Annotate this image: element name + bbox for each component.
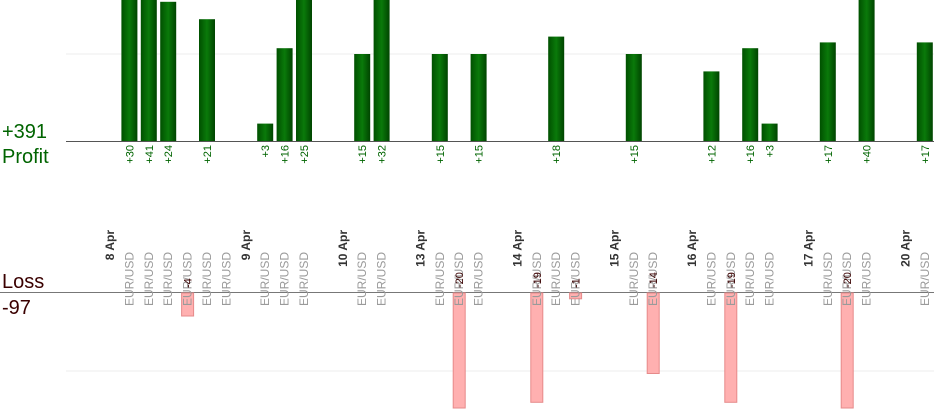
- loss-bar: [181, 292, 195, 317]
- profit-value-label: +16: [280, 145, 292, 164]
- pair-label: EUR/USD: [549, 252, 563, 306]
- profit-bar: [296, 0, 312, 141]
- profit-bar: [257, 123, 274, 141]
- profit-bar: [858, 0, 875, 141]
- pair-label: EUR/USD: [200, 252, 214, 306]
- pair-label: EUR/USD: [763, 252, 777, 306]
- loss-value-label: -20: [454, 272, 466, 288]
- date-label: 13 Apr: [413, 230, 427, 267]
- profit-bar: [548, 36, 565, 141]
- profit-value-label: +24: [163, 145, 175, 164]
- profit-value-label: +40: [862, 145, 874, 164]
- profit-value-label: +32: [377, 145, 389, 164]
- pair-label: EUR/USD: [161, 252, 175, 306]
- profit-total: +391: [2, 121, 47, 143]
- profit-bar: [703, 71, 720, 141]
- pair-label: EUR/USD: [530, 252, 544, 306]
- profit-value-label: +15: [629, 145, 641, 164]
- loss-value-label: -14: [648, 272, 660, 288]
- profit-bar: [761, 123, 778, 141]
- profit-bar: [373, 0, 390, 141]
- profit-bar: [916, 42, 933, 141]
- loss-bar: [569, 292, 583, 300]
- profit-bar: [199, 19, 215, 142]
- loss-label: Loss: [2, 271, 44, 293]
- profit-bar: [140, 0, 157, 141]
- pair-label: EUR/USD: [122, 252, 136, 306]
- profit-value-label: +15: [435, 145, 447, 164]
- pair-label: EUR/USD: [297, 252, 311, 306]
- date-label: 20 Apr: [898, 230, 912, 267]
- pair-label: EUR/USD: [355, 252, 369, 306]
- pair-label: EUR/USD: [646, 252, 660, 306]
- profit-value-label: +16: [745, 145, 757, 164]
- profit-value-label: +17: [920, 145, 932, 164]
- loss-value-label: -1: [571, 278, 583, 288]
- profit-bar: [431, 54, 448, 141]
- loss-value-label: -20: [842, 272, 854, 288]
- date-label: 15 Apr: [607, 230, 621, 267]
- pair-label: EUR/USD: [375, 252, 389, 306]
- profit-bar: [276, 48, 293, 142]
- profit-label: Profit: [2, 146, 49, 168]
- profit-value-label: +25: [299, 145, 311, 164]
- profit-value-label: +3: [260, 145, 272, 158]
- pair-label: EUR/USD: [860, 252, 874, 306]
- pair-label: EUR/USD: [142, 252, 156, 306]
- profit-value-label: +17: [823, 145, 835, 164]
- loss-value-label: -4: [183, 278, 195, 288]
- loss-bar: [724, 292, 738, 403]
- date-label: 16 Apr: [685, 230, 699, 267]
- loss-bar: [530, 292, 544, 403]
- pair-label: EUR/USD: [704, 252, 718, 306]
- loss-total: -97: [2, 297, 31, 319]
- profit-value-label: +18: [551, 145, 563, 164]
- pair-label: EUR/USD: [278, 252, 292, 306]
- loss-bar: [646, 292, 660, 374]
- profit-bar: [625, 54, 642, 141]
- profit-value-label: +12: [706, 145, 718, 164]
- date-label: 9 Apr: [239, 230, 253, 261]
- pair-label: EUR/USD: [724, 252, 738, 306]
- loss-value-label: -19: [532, 272, 544, 288]
- pair-label: EUR/USD: [452, 252, 466, 306]
- pair-label: EUR/USD: [743, 252, 757, 306]
- profit-value-label: +30: [124, 145, 136, 164]
- bar-layer: [121, 0, 933, 409]
- date-label: 10 Apr: [336, 230, 350, 267]
- profit-value-label: +3: [765, 145, 777, 158]
- profit-bar: [160, 1, 177, 141]
- profit-bar: [742, 48, 759, 142]
- profit-bar: [819, 42, 836, 141]
- pair-label: EUR/USD: [258, 252, 272, 306]
- label-layer: 8 Apr EUR/USD +30 EUR/USD +41 EUR/USD +24 EUR/U…: [103, 145, 932, 306]
- pair-label: EUR/USD: [821, 252, 835, 306]
- pair-label: EUR/USD: [219, 252, 233, 306]
- pair-label: EUR/USD: [627, 252, 641, 306]
- date-label: 14 Apr: [510, 230, 524, 267]
- loss-bar: [840, 292, 854, 409]
- profit-value-label: +15: [474, 145, 486, 164]
- pair-label: EUR/USD: [433, 252, 447, 306]
- profit-value-label: +15: [357, 145, 369, 164]
- pair-label: EUR/USD: [569, 252, 583, 306]
- profit-value-label: +21: [202, 145, 214, 164]
- pair-label: EUR/USD: [918, 252, 932, 306]
- loss-bar: [452, 292, 466, 409]
- profit-value-label: +41: [144, 145, 156, 164]
- date-label: 8 Apr: [103, 230, 117, 261]
- profit-bar: [354, 54, 371, 141]
- profit-bar: [121, 0, 138, 141]
- pair-label: EUR/USD: [840, 252, 854, 306]
- profit-bar: [470, 54, 487, 141]
- pair-label: EUR/USD: [472, 252, 486, 306]
- pair-label: EUR/USD: [181, 252, 195, 306]
- loss-value-label: -19: [726, 272, 738, 288]
- date-label: 17 Apr: [801, 230, 815, 267]
